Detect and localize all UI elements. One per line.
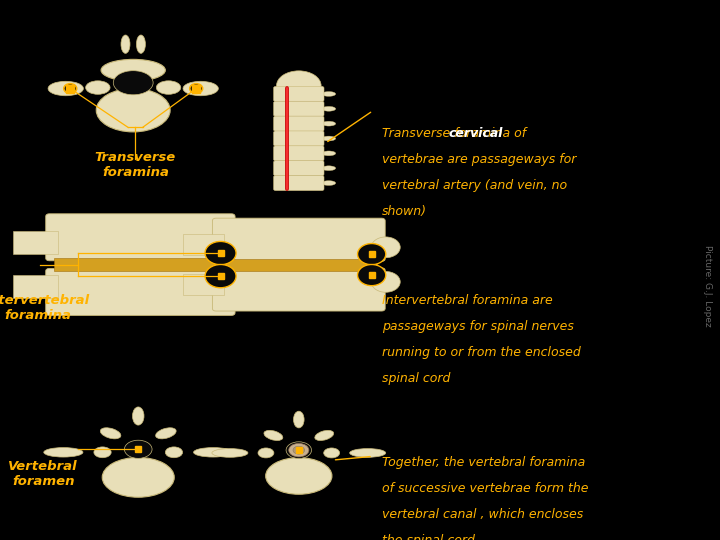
FancyBboxPatch shape [45, 214, 235, 261]
Ellipse shape [102, 457, 174, 497]
Ellipse shape [194, 448, 233, 457]
Ellipse shape [156, 428, 176, 439]
Circle shape [190, 84, 202, 93]
FancyBboxPatch shape [274, 146, 324, 161]
Ellipse shape [132, 407, 144, 425]
Bar [183, 274, 225, 295]
Circle shape [205, 241, 236, 265]
Ellipse shape [322, 181, 336, 185]
Ellipse shape [264, 430, 283, 441]
Text: vertebrae are passageways for: vertebrae are passageways for [382, 153, 576, 166]
FancyBboxPatch shape [274, 160, 324, 176]
Text: Picture: G.J. Lopez: Picture: G.J. Lopez [703, 245, 711, 327]
Ellipse shape [101, 59, 166, 81]
Ellipse shape [86, 81, 110, 94]
Ellipse shape [322, 92, 336, 96]
Ellipse shape [220, 272, 252, 295]
Text: passageways for spinal nerves: passageways for spinal nerves [382, 320, 573, 333]
Ellipse shape [289, 443, 309, 457]
Ellipse shape [322, 136, 336, 141]
Ellipse shape [315, 430, 333, 441]
FancyBboxPatch shape [274, 86, 324, 102]
Text: Transverse foramina of: Transverse foramina of [382, 127, 530, 140]
FancyBboxPatch shape [274, 116, 324, 131]
Text: Intervertebral foramina are: Intervertebral foramina are [382, 294, 552, 307]
Text: of successive vertebrae form the: of successive vertebrae form the [382, 482, 588, 495]
Ellipse shape [322, 106, 336, 111]
Text: Vertebral
foramen: Vertebral foramen [9, 460, 78, 488]
Ellipse shape [44, 448, 83, 457]
Ellipse shape [372, 237, 400, 258]
Text: the spinal cord: the spinal cord [382, 534, 474, 540]
FancyBboxPatch shape [274, 131, 324, 146]
FancyBboxPatch shape [212, 268, 385, 311]
Text: cervical: cervical [449, 127, 503, 140]
Ellipse shape [94, 447, 111, 458]
Ellipse shape [372, 272, 400, 292]
Ellipse shape [220, 234, 252, 257]
Ellipse shape [156, 81, 181, 94]
Text: vertebral canal , which encloses: vertebral canal , which encloses [382, 508, 583, 521]
Ellipse shape [136, 35, 145, 53]
Ellipse shape [113, 71, 153, 95]
Circle shape [358, 265, 386, 286]
Text: Transverse
foramina: Transverse foramina [95, 151, 176, 179]
FancyBboxPatch shape [274, 176, 324, 191]
Bar [54, 258, 227, 271]
Ellipse shape [212, 449, 248, 457]
Ellipse shape [322, 151, 336, 156]
Ellipse shape [286, 442, 312, 458]
Ellipse shape [293, 446, 305, 454]
Ellipse shape [294, 411, 304, 428]
Bar [13, 231, 58, 254]
Ellipse shape [100, 428, 121, 439]
FancyBboxPatch shape [212, 218, 385, 261]
Bar [183, 234, 225, 255]
Text: Transverse foramina of cervical: Transverse foramina of cervical [382, 127, 578, 140]
Circle shape [64, 84, 76, 93]
FancyBboxPatch shape [274, 102, 324, 117]
Ellipse shape [166, 447, 183, 458]
Text: running to or from the enclosed: running to or from the enclosed [382, 346, 580, 359]
Text: spinal cord: spinal cord [382, 372, 450, 385]
Text: shown): shown) [382, 205, 426, 218]
Bar [13, 275, 58, 298]
Text: Together, the vertebral foramina: Together, the vertebral foramina [382, 456, 585, 469]
FancyBboxPatch shape [45, 268, 235, 315]
Ellipse shape [266, 458, 332, 494]
Ellipse shape [183, 82, 218, 96]
Ellipse shape [276, 71, 321, 100]
Ellipse shape [48, 82, 84, 96]
Ellipse shape [322, 166, 336, 171]
Ellipse shape [322, 122, 336, 126]
Bar [220, 259, 377, 271]
Ellipse shape [324, 448, 340, 458]
Ellipse shape [125, 440, 152, 458]
Text: Intervertebral
foramina: Intervertebral foramina [0, 294, 90, 322]
Ellipse shape [96, 89, 170, 132]
Text: vertebral artery (and vein, no: vertebral artery (and vein, no [382, 179, 567, 192]
Circle shape [358, 244, 386, 265]
Ellipse shape [258, 448, 274, 458]
Ellipse shape [350, 449, 386, 457]
Ellipse shape [121, 35, 130, 53]
Circle shape [205, 265, 236, 288]
